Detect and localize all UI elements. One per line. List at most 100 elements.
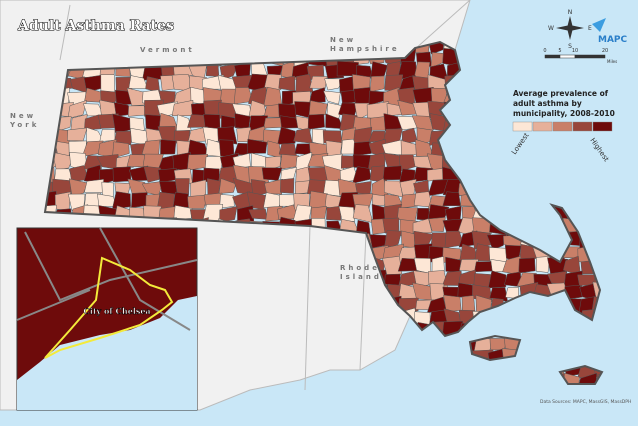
chelsea-outline <box>44 256 174 359</box>
state-border <box>59 0 471 391</box>
municipality <box>264 178 283 195</box>
legend-title: Average prevalence of <box>513 89 609 98</box>
legend-title: municipality, 2008-2010 <box>513 109 615 118</box>
region-label: New <box>330 36 356 44</box>
scale-bar: 0 5 10 20 Miles <box>543 48 617 64</box>
municipality <box>280 178 295 194</box>
municipality <box>576 372 598 384</box>
municipality <box>219 206 238 223</box>
region-label: Vermont <box>140 46 195 54</box>
legend-swatch <box>572 121 593 132</box>
region-label: York <box>9 121 39 129</box>
municipality <box>67 99 88 119</box>
municipality <box>382 165 402 181</box>
municipality <box>338 206 356 222</box>
scale-label: 20 <box>602 48 608 54</box>
municipality <box>323 90 341 105</box>
municipality <box>309 75 328 89</box>
municipality <box>427 167 446 182</box>
region-label: Island <box>340 273 382 281</box>
municipality <box>52 151 74 171</box>
municipality <box>399 178 417 197</box>
municipality <box>84 114 102 131</box>
municipality <box>411 115 434 131</box>
municipality <box>277 126 296 145</box>
municipality <box>84 179 104 193</box>
municipality <box>372 193 389 206</box>
municipality <box>428 217 446 232</box>
municipality <box>190 179 207 198</box>
municipality <box>416 208 430 221</box>
municipality <box>131 192 149 208</box>
municipality <box>264 155 282 171</box>
inset-roads <box>16 227 198 331</box>
municipality <box>535 256 551 273</box>
municipality <box>157 168 177 183</box>
municipality <box>205 64 220 77</box>
municipality <box>68 178 88 197</box>
scale-label: 0 <box>543 48 546 54</box>
municipality <box>111 191 131 210</box>
municipality <box>324 78 344 91</box>
municipality <box>278 75 296 92</box>
inset-label: City of Chelsea <box>83 306 150 316</box>
municipality <box>307 113 325 130</box>
legend-swatch <box>512 121 533 132</box>
inset-water <box>17 296 197 410</box>
municipality <box>221 115 240 131</box>
municipality <box>309 87 326 103</box>
municipality <box>563 372 580 384</box>
municipality <box>295 115 311 132</box>
region-label: Rhode <box>340 264 380 272</box>
municipality <box>219 194 235 209</box>
municipality <box>326 205 342 221</box>
scale-segment <box>544 54 561 59</box>
municipality <box>518 257 536 274</box>
scale-segment <box>559 54 576 59</box>
municipality <box>246 138 268 154</box>
scale-label: 10 <box>572 48 578 54</box>
municipality <box>474 261 494 273</box>
legend-swatch <box>552 121 573 132</box>
legend-swatch <box>532 121 553 132</box>
legend-title: adult asthma by <box>513 99 582 108</box>
municipality <box>263 117 284 129</box>
map-title: Adult Asthma Rates <box>17 18 174 34</box>
municipality <box>218 139 235 159</box>
municipality <box>143 165 161 183</box>
source: Data Sources: MAPC, MassGIS, MassDPH <box>540 399 631 405</box>
municipality <box>99 129 116 143</box>
municipality <box>101 181 114 197</box>
logo-mark <box>592 18 606 32</box>
municipality <box>173 205 193 221</box>
legend-swatch <box>592 121 613 132</box>
municipality <box>400 193 418 209</box>
municipality <box>427 42 445 55</box>
municipality <box>412 218 433 234</box>
municipality <box>486 234 507 251</box>
municipality <box>336 60 359 77</box>
scale-unit: Miles <box>607 59 617 64</box>
compass-n: N <box>568 9 573 16</box>
municipality <box>487 270 507 289</box>
municipality <box>174 178 190 196</box>
municipality <box>383 230 402 250</box>
municipality <box>187 194 208 209</box>
logo: MAPC <box>598 35 628 45</box>
municipality <box>369 75 385 93</box>
region-label: New <box>10 112 36 120</box>
scale-label: 5 <box>558 48 561 54</box>
compass: N S E W <box>548 9 592 50</box>
municipality <box>442 178 462 196</box>
municipality <box>431 256 445 275</box>
municipality <box>502 255 522 276</box>
compass-e: E <box>588 25 592 32</box>
scale-segment <box>574 54 606 59</box>
municipality <box>160 139 177 155</box>
municipality <box>218 178 237 194</box>
municipality <box>308 100 328 117</box>
compass-w: W <box>548 25 554 32</box>
region-label: Hampshire <box>330 45 400 53</box>
